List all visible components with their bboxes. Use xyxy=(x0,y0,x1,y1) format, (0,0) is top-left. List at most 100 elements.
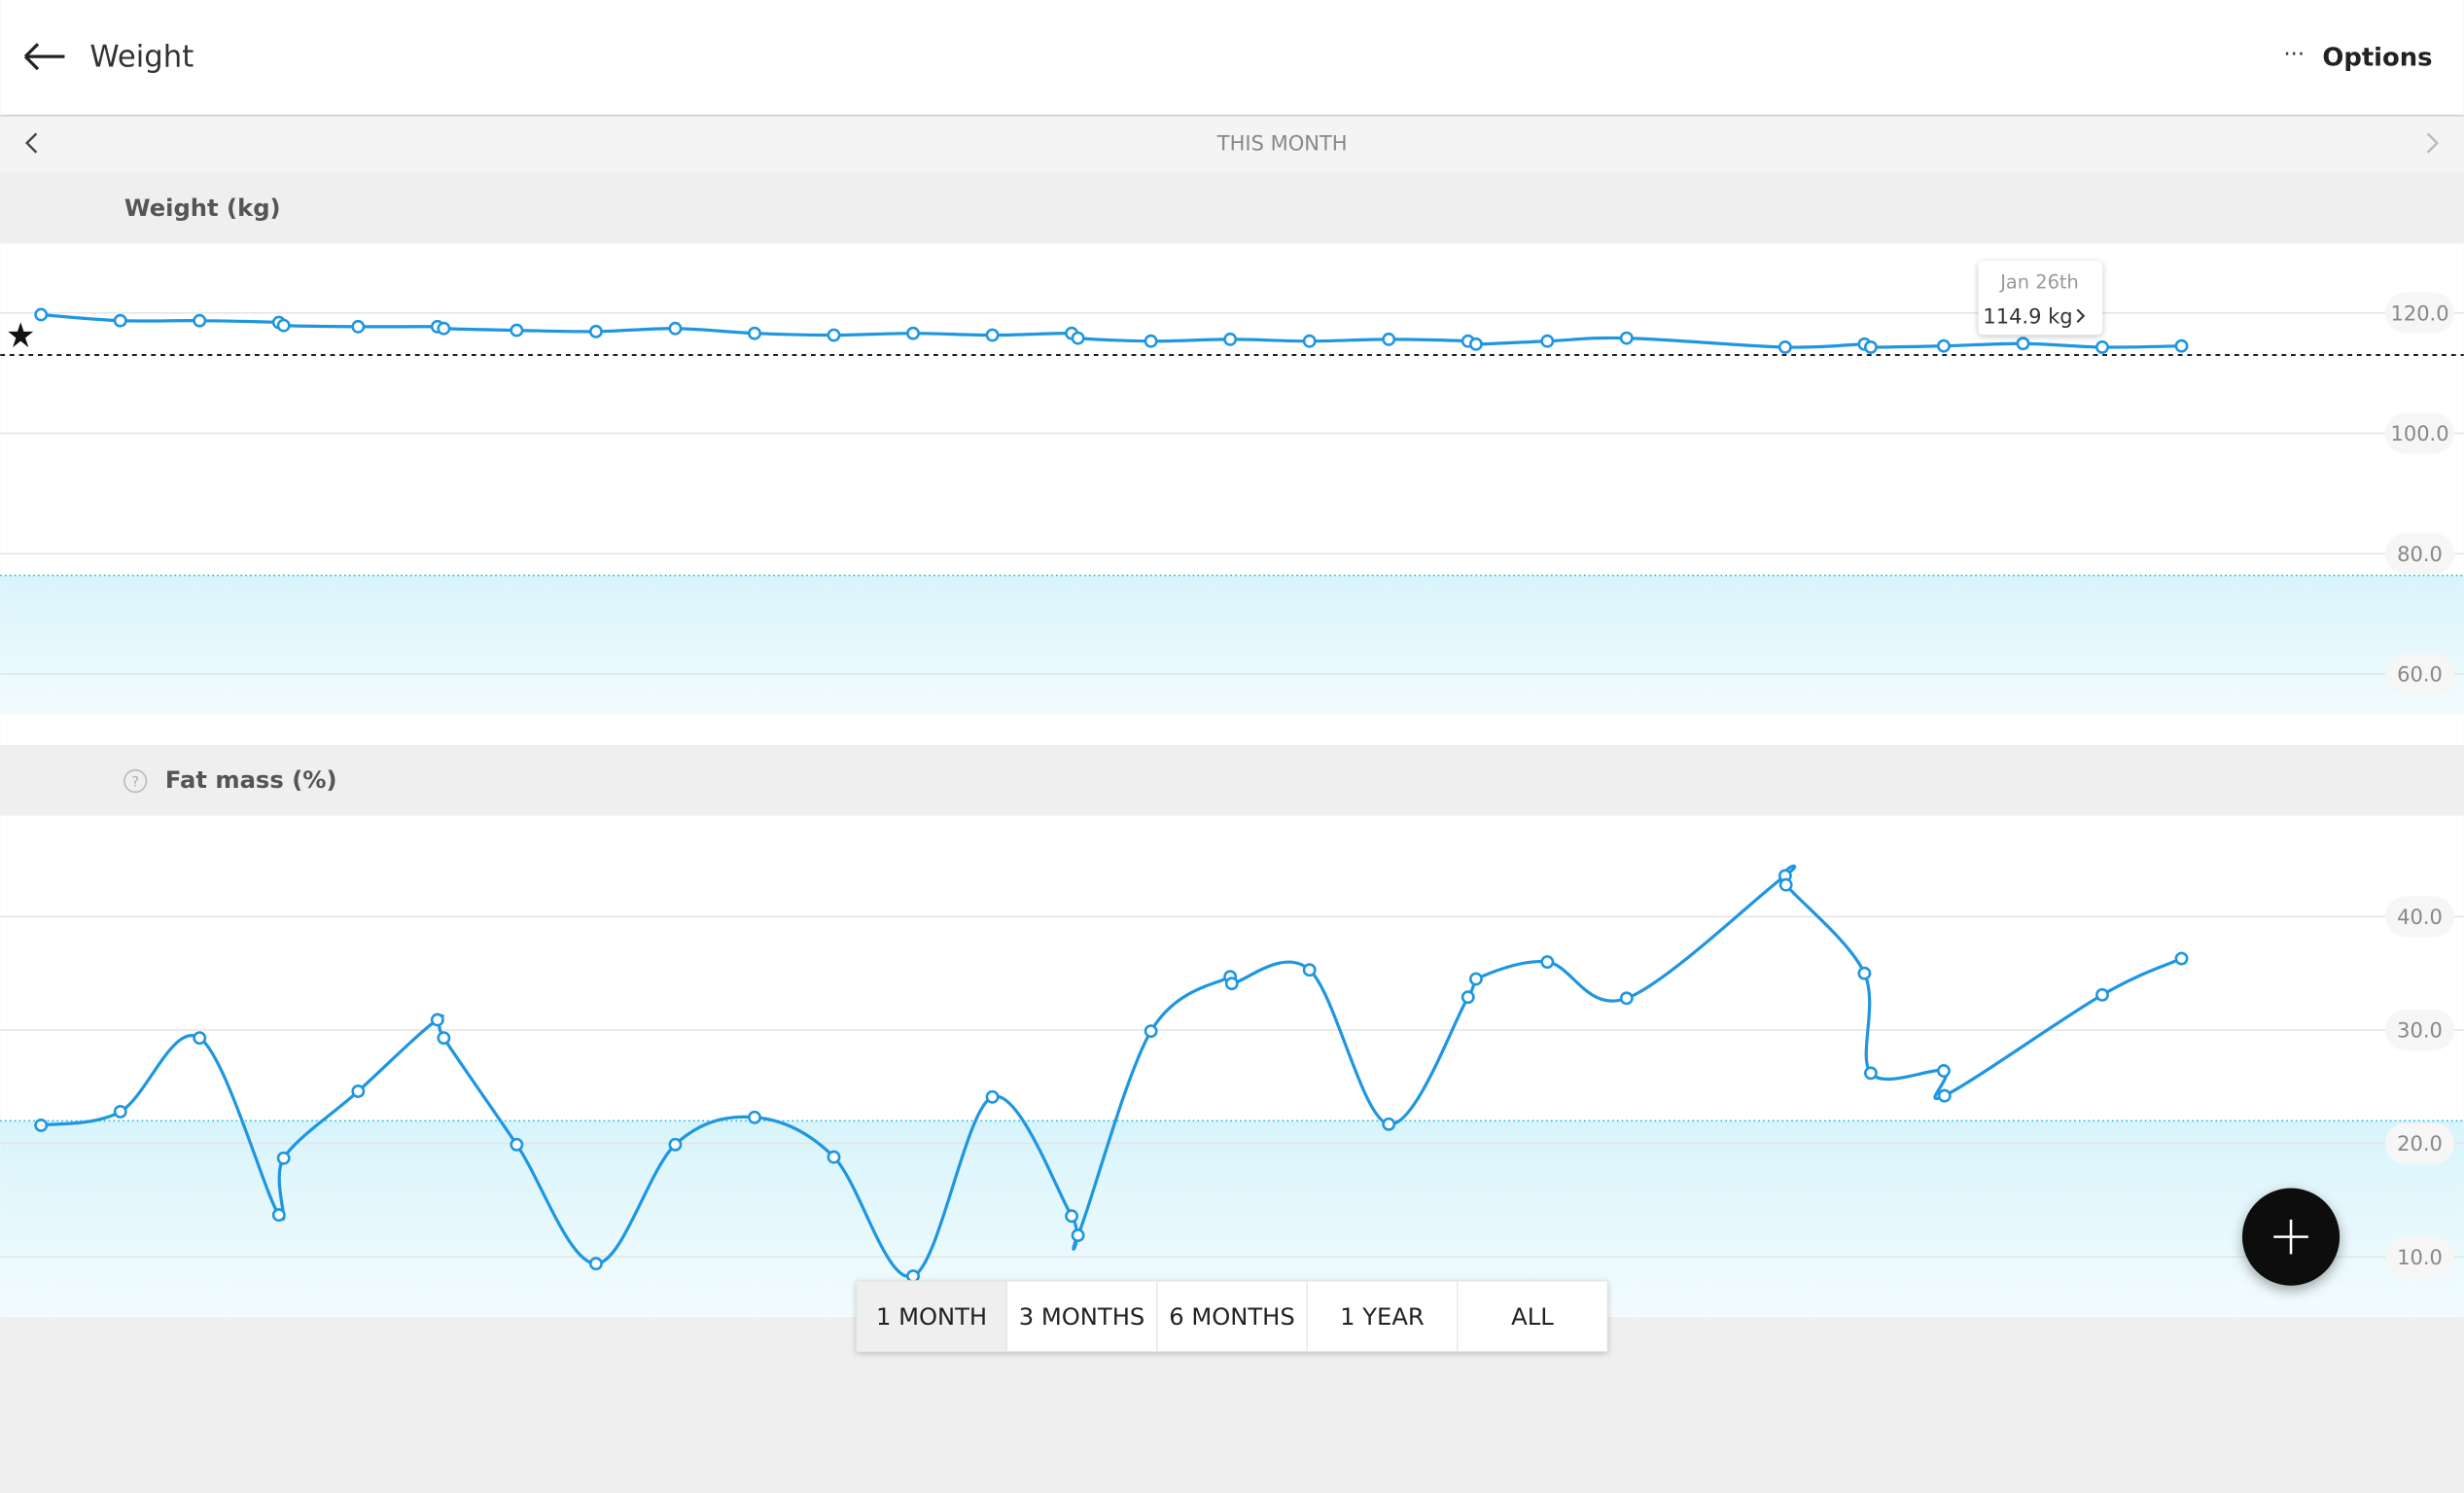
options-button[interactable]: Options xyxy=(2322,43,2432,72)
data-point[interactable] xyxy=(985,328,1000,342)
data-point[interactable] xyxy=(1857,966,1872,980)
data-point[interactable] xyxy=(113,1105,127,1119)
data-point[interactable] xyxy=(2095,987,2109,1002)
data-point[interactable] xyxy=(748,1110,761,1124)
data-point[interactable] xyxy=(668,1137,683,1152)
data-point[interactable] xyxy=(1778,877,1793,892)
range-button[interactable] xyxy=(1005,1280,1158,1353)
range-button[interactable] xyxy=(1156,1280,1308,1353)
y-tick-label: 10.0 xyxy=(2397,1246,2443,1269)
data-point[interactable] xyxy=(748,326,761,340)
data-point[interactable] xyxy=(2174,338,2189,353)
section-title: Weight (kg) xyxy=(124,195,281,222)
data-point[interactable] xyxy=(1863,1066,1878,1081)
tick-bubble xyxy=(2384,1009,2455,1051)
y-tick-label: 80.0 xyxy=(2397,543,2443,566)
data-point[interactable] xyxy=(1065,1209,1079,1224)
data-point[interactable] xyxy=(1144,1024,1158,1039)
data-point[interactable] xyxy=(437,1031,451,1046)
data-point[interactable] xyxy=(1540,334,1555,348)
range-button[interactable] xyxy=(1306,1280,1459,1353)
range-button-label[interactable]: ALL xyxy=(1511,1303,1554,1331)
y-tick-label: 20.0 xyxy=(2397,1132,2443,1155)
tick-bubble xyxy=(2384,412,2455,454)
data-point[interactable] xyxy=(985,1089,1000,1104)
tooltip-box[interactable] xyxy=(1978,261,2103,336)
data-point[interactable] xyxy=(2016,337,2030,351)
range-button[interactable] xyxy=(1457,1280,1608,1353)
data-point[interactable] xyxy=(906,1269,920,1283)
data-point[interactable] xyxy=(906,326,920,340)
data-point[interactable] xyxy=(1936,338,1951,353)
data-point[interactable] xyxy=(437,321,451,336)
range-button[interactable] xyxy=(856,1280,1007,1353)
data-point[interactable] xyxy=(193,1031,207,1046)
data-point[interactable] xyxy=(1382,1117,1396,1131)
data-point[interactable] xyxy=(827,328,841,342)
range-button-label[interactable]: 6 MONTHS xyxy=(1169,1303,1295,1331)
help-icon[interactable] xyxy=(123,768,148,794)
tooltip-date: Jan 26th xyxy=(1999,270,2079,293)
tick-bubble xyxy=(2384,654,2455,695)
data-point[interactable] xyxy=(34,307,49,322)
data-point[interactable] xyxy=(271,1208,286,1223)
data-point[interactable] xyxy=(588,324,603,338)
data-point[interactable] xyxy=(2174,951,2189,966)
data-point[interactable] xyxy=(2095,339,2109,354)
data-point[interactable] xyxy=(276,1151,291,1165)
y-tick-label: 30.0 xyxy=(2397,1019,2443,1043)
range-button-label[interactable]: 1 YEAR xyxy=(1340,1303,1425,1331)
data-point[interactable] xyxy=(1382,332,1396,346)
data-point[interactable] xyxy=(351,319,366,334)
tooltip-chevron[interactable] xyxy=(2076,308,2086,323)
data-point[interactable] xyxy=(668,321,683,336)
data-point[interactable] xyxy=(430,1013,444,1027)
data-point[interactable] xyxy=(113,313,127,328)
healthy-band xyxy=(0,575,2464,716)
data-point[interactable] xyxy=(1468,337,1483,351)
next-period[interactable] xyxy=(2426,132,2440,154)
data-point[interactable] xyxy=(351,1084,366,1098)
data-point[interactable] xyxy=(276,318,291,333)
charts: 60.0 80.0 100.0 120.0 Jan 26th 114.9 kg 10.0 20… xyxy=(0,261,2464,1318)
data-point[interactable] xyxy=(1071,1228,1085,1243)
data-point[interactable] xyxy=(1144,334,1158,348)
range-button-label[interactable]: 3 MONTHS xyxy=(1019,1303,1145,1331)
period-label: THIS MONTH xyxy=(1216,132,1348,156)
data-point[interactable] xyxy=(193,313,207,328)
tick-bubble xyxy=(2384,896,2455,938)
data-point[interactable] xyxy=(1302,334,1317,348)
data-point[interactable] xyxy=(510,1137,524,1152)
data-point[interactable] xyxy=(1936,1064,1951,1078)
data-point[interactable] xyxy=(1937,1088,1952,1103)
data-point[interactable] xyxy=(1461,990,1475,1005)
data-point[interactable] xyxy=(827,1150,841,1164)
tooltip: Jan 26th 114.9 kg xyxy=(1978,261,2103,336)
data-point[interactable] xyxy=(588,1257,603,1271)
data-point[interactable] xyxy=(1071,331,1085,345)
y-tick-label: 120.0 xyxy=(2390,302,2448,325)
y-tick-label: 60.0 xyxy=(2397,663,2443,687)
prev-period[interactable] xyxy=(24,132,38,154)
range-button-label[interactable]: 1 MONTH xyxy=(876,1303,987,1331)
back-button[interactable] xyxy=(23,43,65,71)
data-point[interactable] xyxy=(510,323,524,338)
section-title: Fat mass (%) xyxy=(165,766,337,794)
add-icon[interactable] xyxy=(2273,1219,2308,1255)
data-point[interactable] xyxy=(1468,972,1483,986)
help-icon-text[interactable]: ? xyxy=(131,775,139,791)
data-point[interactable] xyxy=(1223,332,1238,346)
data-point[interactable] xyxy=(1863,339,1878,354)
data-point[interactable] xyxy=(1619,331,1634,345)
data-point[interactable] xyxy=(1619,991,1634,1006)
data-point[interactable] xyxy=(1540,955,1555,969)
range-selector: 1 MONTH 3 MONTHS 6 MONTHS 1 YEAR ALL xyxy=(856,1280,1608,1353)
data-point[interactable] xyxy=(1224,977,1239,991)
y-tick-label: 40.0 xyxy=(2397,906,2443,929)
data-point[interactable] xyxy=(34,1119,49,1132)
tick-bubble xyxy=(2384,533,2455,575)
more-icon[interactable]: ··· xyxy=(2283,42,2305,67)
data-point[interactable] xyxy=(1302,963,1317,978)
data-point[interactable] xyxy=(1778,339,1792,354)
